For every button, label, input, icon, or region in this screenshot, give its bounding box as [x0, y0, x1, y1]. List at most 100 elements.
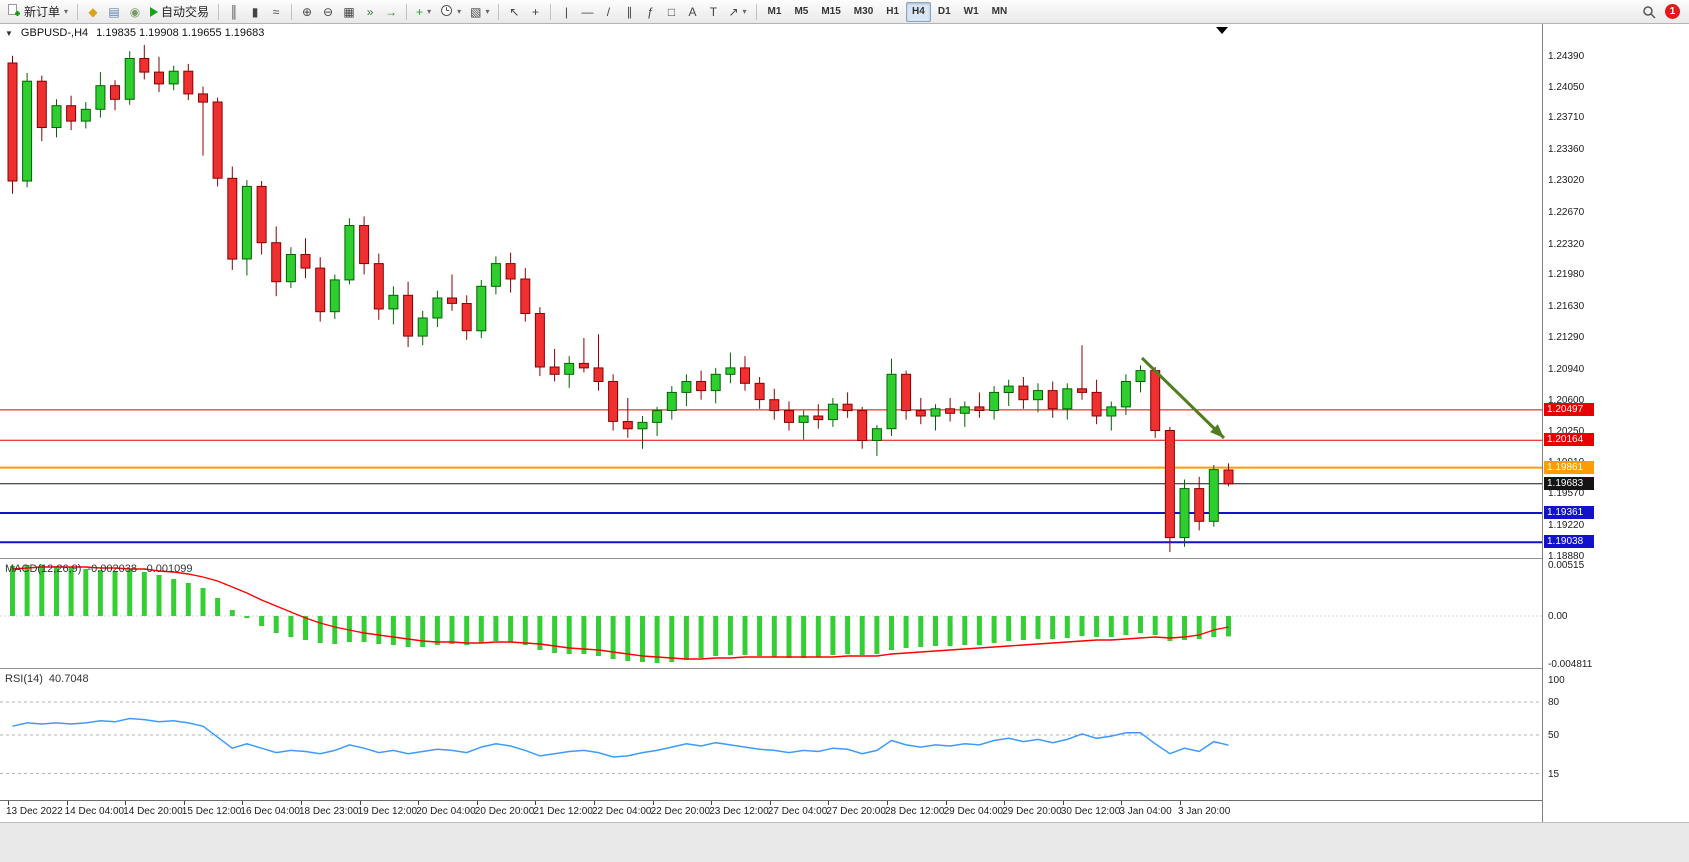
bar-chart-button[interactable]: ║: [224, 2, 244, 22]
time-tick-label: 18 Dec 23:00: [299, 806, 359, 817]
current-price-badge: 1.19683: [1544, 476, 1594, 490]
chart-shift-button[interactable]: →: [381, 2, 401, 22]
horizontal-level-lines: [0, 409, 1542, 544]
one-click-trading-toggle[interactable]: ▼: [5, 28, 13, 38]
candlestick-chart-button[interactable]: ▮: [245, 2, 265, 22]
timeframe-w1-button[interactable]: W1: [963, 6, 979, 17]
price-tick-label: 1.24050: [1548, 81, 1585, 93]
toolbar-separator: [755, 3, 757, 20]
price-tick-label: 1.21980: [1548, 269, 1585, 281]
time-tick-label: 28 Dec 12:00: [885, 806, 945, 817]
time-tick-label: 15 Dec 12:00: [181, 806, 242, 817]
time-tick-mark: [594, 801, 595, 805]
templates-button[interactable]: ▧ ▾: [466, 2, 493, 22]
time-tick-mark: [301, 801, 302, 805]
price-axis[interactable]: 1.24390 1.24050 1.23710 1.23360 1.23020 1.226…: [1542, 24, 1689, 822]
horizontal-line-icon: —: [581, 4, 594, 19]
horizontal-line-button[interactable]: —: [577, 2, 597, 22]
new-order-button[interactable]: 新订单 ▾: [3, 2, 72, 22]
price-tick-label: 1.22320: [1548, 238, 1585, 250]
text-icon: A: [688, 4, 697, 19]
notification-count: 1: [1669, 6, 1676, 17]
dropdown-caret-icon: ▾: [485, 7, 490, 16]
time-tick-mark: [8, 801, 9, 805]
rsi-indicator-canvas[interactable]: [0, 670, 1542, 800]
vertical-line-button[interactable]: |: [556, 2, 576, 22]
rsi-name-label: RSI(14): [5, 673, 43, 685]
price-tick-label: 1.23710: [1548, 112, 1585, 124]
rsi-scale-label: 50: [1548, 730, 1560, 741]
cursor-button[interactable]: ↖: [504, 2, 524, 22]
price-tick-label: 1.23020: [1548, 175, 1585, 186]
clock-icon: [440, 4, 453, 20]
timeframe-m1-button[interactable]: M1: [767, 6, 782, 17]
macd-indicator-canvas[interactable]: [0, 560, 1542, 668]
shapes-button[interactable]: □: [661, 2, 681, 22]
crosshair-icon: +: [531, 4, 539, 19]
toolbar-button-group: 新订单 ▾ ◆ ▤ ◉ 自动交易 ║ ▮ ≈ ⊕ ⊖ ▦» → + ▾ ▾ ▧ ▾ ↖ + | — / ∥ ƒ □ A T ↗ ▾ M1 M5…: [3, 1, 1638, 22]
tile-windows-icon: ▦: [343, 4, 355, 19]
notification-badge[interactable]: 1: [1665, 4, 1680, 19]
periods-button[interactable]: ▾: [436, 2, 465, 22]
timeframe-m30-button[interactable]: M30: [853, 6, 874, 17]
search-button[interactable]: [1638, 2, 1660, 22]
text-button[interactable]: A: [682, 2, 702, 22]
macd-header: MACD(12,26,9) -0.002038 -0.001099: [5, 563, 193, 575]
arrows-button[interactable]: ↗ ▾: [724, 2, 750, 22]
window-bottom-area: [0, 822, 1689, 862]
price-tick-label: 1.19220: [1548, 519, 1585, 531]
zoom-in-button[interactable]: ⊕: [297, 2, 317, 22]
tile-windows-button[interactable]: ▦: [339, 2, 359, 22]
candles-layer: [7, 44, 1234, 553]
market-watch-button[interactable]: ▤: [104, 2, 124, 22]
navigator-button[interactable]: ◉: [125, 2, 145, 22]
shapes-icon: □: [667, 4, 676, 19]
toolbar-separator: [550, 3, 552, 20]
timeframe-h1-button[interactable]: H1: [886, 6, 900, 17]
zoom-out-button[interactable]: ⊖: [318, 2, 338, 22]
price-tick-label: 1.23360: [1548, 144, 1585, 156]
price-tick-label: 1.24390: [1548, 50, 1585, 62]
search-icon: [1643, 5, 1656, 19]
rsi-scale-label: 80: [1548, 697, 1560, 708]
time-tick-label: 13 Dec 2022: [6, 806, 63, 817]
rsi-header: RSI(14) 40.7048: [5, 673, 89, 685]
macd-histogram: [10, 564, 1231, 663]
price-chart-canvas[interactable]: [0, 24, 1542, 558]
timeframe-h4-button[interactable]: H4: [906, 1, 931, 22]
fibonacci-button[interactable]: ƒ: [640, 2, 660, 22]
time-tick-label: 30 Dec 12:00: [1060, 806, 1121, 817]
autotrading-button[interactable]: 自动交易: [146, 2, 213, 22]
line-chart-button[interactable]: ≈: [266, 2, 286, 22]
timeframe-m5-button[interactable]: M5: [794, 6, 809, 17]
timeframe-mn-button[interactable]: MN: [991, 6, 1008, 17]
zoom-out-icon: ⊖: [323, 4, 334, 19]
level-price-badge: 1.20164: [1544, 433, 1594, 447]
macd-rsi-panel-divider[interactable]: [0, 668, 1689, 669]
time-axis[interactable]: 13 Dec 2022 14 Dec 04:00 14 Dec 20:00 15 De…: [0, 801, 1542, 822]
price-tick-label: 1.20940: [1548, 363, 1585, 375]
macd-main-value: -0.002038: [87, 563, 137, 575]
rsi-scale-label: 100: [1548, 675, 1565, 686]
auto-scroll-button[interactable]: »: [360, 2, 380, 22]
time-tick-mark: [945, 801, 947, 805]
profiles-button[interactable]: ◆: [83, 2, 103, 22]
chart-shift-marker[interactable]: [1216, 27, 1228, 34]
timeframe-m15-button[interactable]: M15: [821, 6, 841, 17]
level-price-badge: 1.19861: [1544, 460, 1594, 474]
profiles-icon: ◆: [88, 4, 98, 19]
crosshair-button[interactable]: +: [525, 2, 545, 22]
chart-shift-icon: →: [385, 4, 398, 19]
main-macd-panel-divider[interactable]: [0, 558, 1689, 559]
new-order-icon: [7, 3, 21, 20]
indicators-icon: +: [416, 4, 424, 19]
price-tick-label: 1.19570: [1548, 488, 1585, 500]
label-button[interactable]: T: [703, 2, 723, 22]
channel-button[interactable]: ∥: [619, 2, 639, 22]
time-tick-mark: [418, 801, 420, 805]
indicators-button[interactable]: + ▾: [412, 2, 435, 22]
timeframe-d1-button[interactable]: D1: [937, 6, 951, 17]
time-tick-mark: [1062, 801, 1064, 805]
time-tick-mark: [828, 801, 830, 805]
trendline-button[interactable]: /: [598, 2, 618, 22]
